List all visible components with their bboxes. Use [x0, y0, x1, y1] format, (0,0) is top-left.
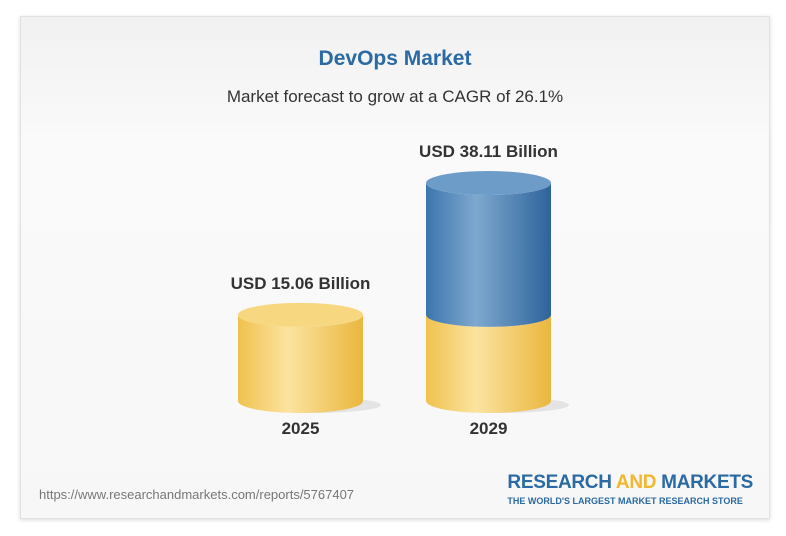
logo-text: RESEARCH	[507, 472, 616, 493]
logo-text-markets: MARKETS	[656, 472, 753, 493]
chart-card: DevOps Market Market forecast to grow at…	[20, 16, 770, 519]
chart-subtitle: Market forecast to grow at a CAGR of 26.…	[226, 87, 564, 106]
bar-2029-growth-top	[426, 171, 551, 195]
data-label: USD 38.11 Billion	[419, 142, 558, 161]
logo-tagline: THE WORLD'S LARGEST MARKET RESEARCH STOR…	[507, 496, 743, 506]
bar-2025	[238, 314, 363, 413]
bar-2025-top	[238, 302, 363, 327]
data-label: USD 15.06 Billion	[231, 274, 371, 293]
source-url[interactable]: https://www.researchandmarkets.com/repor…	[39, 487, 355, 502]
bar-2029-growth	[426, 183, 551, 327]
chart-title: DevOps Market	[318, 47, 472, 70]
logo-text-and: AND	[615, 472, 657, 493]
bar-2029-base	[426, 314, 551, 413]
research-and-markets-logo: RESEARCH AND MARKETS THE WORLD'S LARGEST…	[507, 472, 753, 506]
category-label: 2025	[282, 419, 320, 438]
category-label: 2029	[470, 419, 508, 438]
cylinder-chart: USD 15.06 Billion 2025 USD 38.11 Billion 20…	[231, 142, 569, 438]
